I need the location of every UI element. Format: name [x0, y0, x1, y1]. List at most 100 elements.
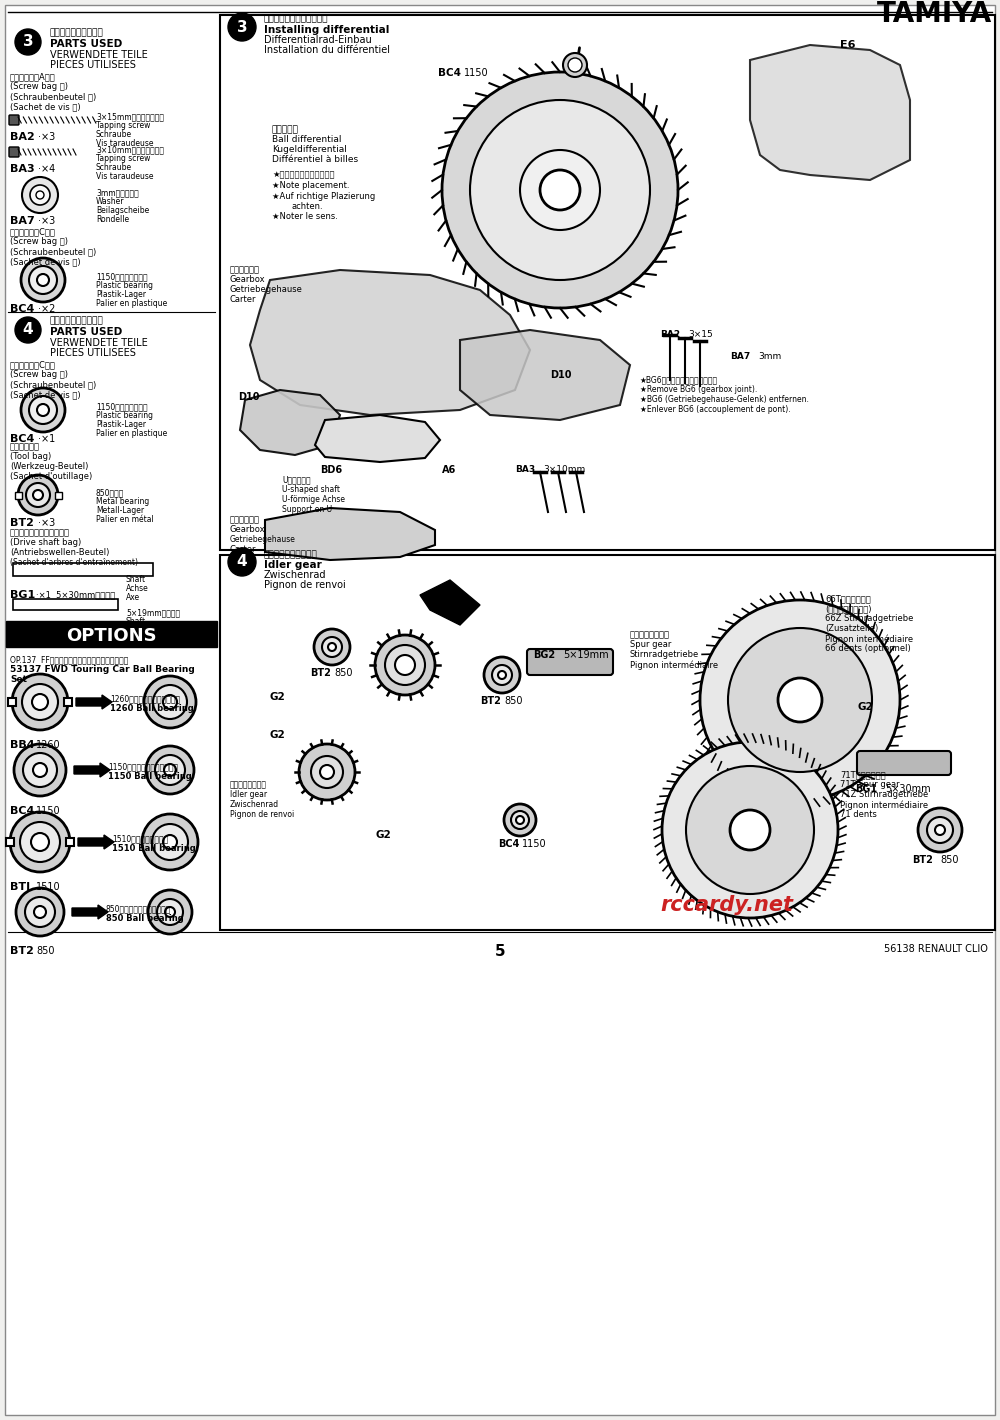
Text: 1260 Ball bearing: 1260 Ball bearing — [110, 704, 194, 713]
Circle shape — [23, 753, 57, 787]
Text: (オプションギヤー): (オプションギヤー) — [825, 604, 872, 613]
Text: 71Z Stirnradgetriebe: 71Z Stirnradgetriebe — [840, 790, 928, 799]
Text: Axe: Axe — [126, 635, 140, 645]
Circle shape — [520, 151, 600, 230]
Text: OPTIONS: OPTIONS — [66, 628, 156, 645]
Text: (Sachet d'outillage): (Sachet d'outillage) — [10, 471, 92, 481]
Text: ★Enlever BG6 (accouplement de pont).: ★Enlever BG6 (accouplement de pont). — [640, 405, 791, 415]
Text: achten.: achten. — [292, 202, 324, 212]
Text: Tapping screw: Tapping screw — [96, 153, 150, 163]
Text: （工具袋詳）: （工具袋詳） — [10, 442, 40, 452]
Circle shape — [22, 684, 58, 720]
Circle shape — [228, 13, 256, 41]
Text: (Sachet d'arbres d'entraînement): (Sachet d'arbres d'entraînement) — [10, 558, 138, 567]
Circle shape — [10, 812, 70, 872]
Text: Set: Set — [10, 674, 27, 684]
Text: Axe: Axe — [126, 594, 140, 602]
Circle shape — [37, 274, 49, 285]
Circle shape — [728, 628, 872, 772]
Text: BC4: BC4 — [10, 435, 34, 444]
Text: G2: G2 — [375, 831, 391, 841]
Circle shape — [37, 405, 49, 416]
Text: 56138 RENAULT CLIO: 56138 RENAULT CLIO — [884, 944, 988, 954]
Text: 4: 4 — [23, 322, 33, 338]
FancyBboxPatch shape — [527, 649, 613, 674]
Circle shape — [15, 317, 41, 344]
Text: Pignon intermédiaire: Pignon intermédiaire — [825, 633, 913, 643]
Text: U-förmige Achse: U-förmige Achse — [282, 496, 345, 504]
Circle shape — [935, 825, 945, 835]
Circle shape — [320, 765, 334, 780]
Text: Différentiel à billes: Différentiel à billes — [272, 155, 358, 163]
Circle shape — [322, 638, 342, 657]
Bar — [13, 562, 153, 577]
Text: 53137 FWD Touring Car Ball Bearing: 53137 FWD Touring Car Ball Bearing — [10, 665, 195, 674]
Text: Getriebegehause: Getriebegehause — [230, 535, 296, 544]
Bar — [66, 838, 74, 846]
Polygon shape — [250, 270, 530, 415]
Text: Achse: Achse — [126, 584, 149, 594]
Text: 5×30mm: 5×30mm — [885, 784, 931, 794]
FancyBboxPatch shape — [857, 751, 951, 775]
Text: PIECES UTILISEES: PIECES UTILISEES — [50, 60, 136, 70]
Text: BA3: BA3 — [10, 163, 35, 175]
Text: Gearbox: Gearbox — [230, 525, 266, 534]
Text: 1510: 1510 — [36, 882, 61, 892]
Circle shape — [778, 677, 822, 721]
Text: ★BG6をはずしてとりつけます。: ★BG6をはずしてとりつけます。 — [640, 375, 718, 383]
Text: 850: 850 — [504, 696, 522, 706]
Text: 1150: 1150 — [464, 68, 489, 78]
Text: Zwischenrad: Zwischenrad — [230, 799, 279, 809]
Text: ·×1: ·×1 — [36, 623, 53, 633]
Circle shape — [32, 694, 48, 710]
Text: 850: 850 — [36, 946, 54, 956]
Circle shape — [470, 99, 650, 280]
Text: ·×2: ·×2 — [38, 304, 55, 314]
Text: ★Auf richtige Plazierung: ★Auf richtige Plazierung — [272, 192, 375, 202]
Text: BC4: BC4 — [438, 68, 461, 78]
Text: A6: A6 — [442, 464, 456, 476]
Text: G2: G2 — [270, 692, 286, 701]
Text: Palier en plastique: Palier en plastique — [96, 300, 167, 308]
Text: ·×3: ·×3 — [38, 518, 55, 528]
Text: 66Tスパーギヤー: 66Tスパーギヤー — [825, 594, 871, 604]
Circle shape — [22, 178, 58, 213]
Text: Tapping screw: Tapping screw — [96, 121, 150, 131]
Text: 3mmワッシャー: 3mmワッシャー — [96, 187, 139, 197]
Circle shape — [30, 185, 50, 204]
Text: TAMIYA: TAMIYA — [877, 0, 992, 28]
Text: Metal bearing: Metal bearing — [96, 497, 149, 506]
Text: (Drive shaft bag): (Drive shaft bag) — [10, 538, 81, 547]
Text: 1150: 1150 — [522, 839, 547, 849]
Circle shape — [25, 897, 55, 927]
Text: （ボールデフのとりつけ）: （ボールデフのとりつけ） — [264, 14, 328, 23]
Text: （ビス袋詳（C））: （ビス袋詳（C）） — [10, 227, 56, 236]
FancyArrow shape — [76, 694, 112, 709]
Text: Spur gear: Spur gear — [630, 640, 671, 649]
Text: VERWENDETE TEILE: VERWENDETE TEILE — [50, 50, 148, 60]
FancyArrow shape — [74, 763, 110, 777]
Circle shape — [31, 834, 49, 851]
Text: (Screw bag Ⓒ): (Screw bag Ⓒ) — [10, 371, 68, 379]
Text: ボールデフ: ボールデフ — [272, 125, 299, 133]
FancyArrow shape — [72, 905, 108, 919]
Text: (Screw bag Ⓐ): (Screw bag Ⓐ) — [10, 82, 68, 91]
Circle shape — [299, 744, 355, 799]
Polygon shape — [460, 329, 630, 420]
Text: D10: D10 — [550, 371, 572, 381]
Circle shape — [21, 258, 65, 302]
Text: ·×1  5×30mmシャフト: ·×1 5×30mmシャフト — [36, 589, 115, 599]
Circle shape — [504, 804, 536, 836]
Text: Idler gear: Idler gear — [230, 790, 267, 799]
Text: 850ラバーシールベアリング: 850ラバーシールベアリング — [106, 905, 171, 913]
Text: ★BG6 (Getriebegehause-Gelenk) entfernen.: ★BG6 (Getriebegehause-Gelenk) entfernen. — [640, 395, 809, 405]
FancyBboxPatch shape — [9, 148, 19, 158]
Text: BT2: BT2 — [10, 518, 34, 528]
Circle shape — [153, 684, 187, 719]
Text: rccardy.net: rccardy.net — [660, 895, 793, 914]
Text: Pignon de renvoi: Pignon de renvoi — [264, 579, 346, 589]
Text: ギヤーケース: ギヤーケース — [230, 266, 260, 274]
Text: 71T Spur gear: 71T Spur gear — [840, 780, 900, 790]
Text: Kugeldifferential: Kugeldifferential — [272, 145, 347, 153]
Text: BC4: BC4 — [498, 839, 519, 849]
